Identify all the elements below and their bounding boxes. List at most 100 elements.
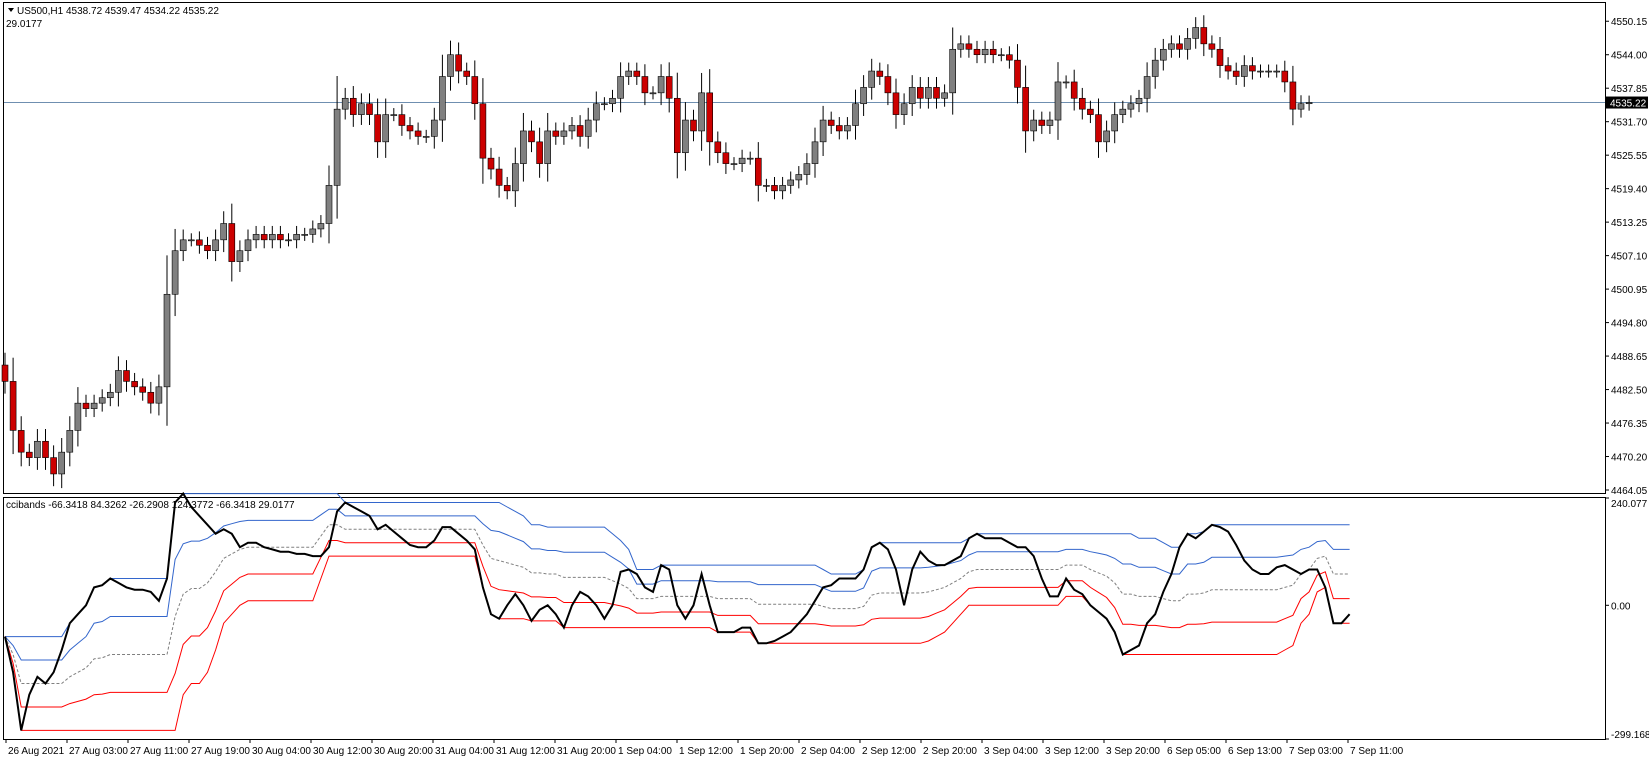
price-axis-label: 4519.40: [1611, 185, 1648, 196]
bull-candle: [682, 119, 689, 154]
bear-candle: [933, 87, 940, 99]
bear-candle: [665, 76, 673, 99]
bull-candle: [738, 157, 746, 164]
bear-candle: [1, 364, 9, 382]
bear-candle: [260, 234, 268, 241]
bull-candle: [74, 402, 82, 431]
bull-candle: [730, 163, 738, 165]
price-axis-label: 4550.15: [1611, 17, 1648, 28]
indicator-axis-label: 0.00: [1611, 601, 1631, 612]
current-price-label: 4535.22: [1610, 99, 1647, 110]
bull-candle: [844, 125, 851, 132]
bear-candle: [366, 103, 373, 115]
price-axis-label: 4494.80: [1611, 319, 1648, 330]
bull-candle: [1054, 81, 1062, 121]
time-axis-label: 2 Sep 04:00: [801, 746, 855, 757]
bear-candle: [1200, 27, 1208, 45]
bear-candle: [82, 402, 90, 409]
price-axis-label: 4525.55: [1611, 151, 1648, 162]
collapse-triangle-icon[interactable]: [8, 8, 14, 12]
time-axis-label: 2 Sep 20:00: [923, 746, 977, 757]
bull-candle: [609, 97, 616, 105]
bull-candle: [212, 239, 219, 252]
bull-candle: [244, 239, 252, 252]
bear-candle: [463, 70, 471, 77]
bear-candle: [1289, 81, 1297, 110]
bull-candle: [601, 103, 608, 106]
bear-candle: [641, 76, 649, 94]
bull-candle: [649, 92, 657, 95]
bear-candle: [1095, 114, 1102, 143]
bear-candle: [714, 141, 722, 154]
upper-inner-band-line: [4, 508, 1350, 661]
bear-candle: [503, 185, 511, 192]
bull-candle: [58, 451, 66, 475]
bull-candle: [325, 185, 333, 224]
indicator-axis-label: 240.077: [1611, 499, 1648, 510]
bull-candle: [317, 223, 325, 230]
bull-candle: [819, 119, 827, 143]
time-axis-label: 27 Aug 03:00: [69, 746, 128, 757]
current-price-tag: [1606, 96, 1648, 109]
price-pane-frame: [3, 2, 1606, 494]
time-axis-label: 30 Aug 04:00: [252, 746, 311, 757]
bear-candle: [876, 70, 884, 77]
time-axis-label: 31 Aug 12:00: [496, 746, 555, 757]
bull-candle: [617, 76, 624, 99]
price-axis-label: 4482.50: [1611, 386, 1648, 397]
bear-candle: [9, 381, 17, 431]
upper-band-line: [5, 493, 1350, 638]
price-pane[interactable]: [1, 15, 1605, 489]
bull-candle: [1111, 114, 1118, 132]
indicator-pane[interactable]: [4, 491, 1351, 731]
bear-candle: [25, 451, 33, 458]
time-axis-label: 1 Sep 12:00: [679, 746, 733, 757]
time-axis-label: 1 Sep 04:00: [618, 746, 672, 757]
bull-candle: [179, 239, 187, 252]
bull-candle: [1062, 81, 1070, 84]
price-axis-label: 4537.85: [1611, 84, 1648, 95]
time-axis-label: 31 Aug 20:00: [557, 746, 616, 757]
time-axis-label: 3 Sep 12:00: [1045, 746, 1099, 757]
price-axis-label: 4507.10: [1611, 252, 1648, 263]
bear-candle: [722, 152, 730, 164]
bull-candle: [1103, 130, 1110, 143]
bull-candle: [1168, 43, 1175, 50]
bull-candle: [293, 234, 300, 241]
bull-candle: [171, 250, 179, 295]
bear-candle: [455, 54, 462, 72]
bull-candle: [115, 370, 122, 393]
bull-candle: [957, 43, 965, 50]
price-axis-label: 4500.95: [1611, 285, 1648, 296]
bear-candle: [349, 97, 357, 115]
bear-candle: [536, 141, 543, 164]
bull-candle: [188, 239, 195, 242]
bear-candle: [754, 157, 762, 186]
bull-candle: [698, 92, 705, 132]
bull-candle: [1241, 65, 1248, 77]
bear-candle: [398, 114, 406, 126]
bull-candle: [390, 114, 398, 116]
bear-candle: [827, 119, 835, 126]
time-axis-label: 3 Sep 04:00: [984, 746, 1038, 757]
bull-candle: [803, 163, 811, 175]
bull-candle: [268, 234, 276, 241]
bull-candle: [787, 179, 795, 186]
time-axis-label: 7 Sep 03:00: [1289, 746, 1343, 757]
time-axis-label: 27 Aug 11:00: [130, 746, 189, 757]
bull-candle: [1151, 59, 1159, 77]
bull-candle: [763, 185, 770, 187]
bull-candle: [439, 76, 446, 121]
symbol-label: US500,H1: [17, 6, 64, 17]
bull-candle: [34, 440, 41, 458]
bull-candle: [1305, 102, 1313, 105]
bear-candle: [1281, 70, 1289, 83]
bull-candle: [544, 130, 552, 164]
bull-candle: [949, 48, 957, 94]
bull-candle: [625, 70, 633, 77]
bull-candle: [341, 97, 349, 110]
bull-candle: [852, 103, 859, 126]
